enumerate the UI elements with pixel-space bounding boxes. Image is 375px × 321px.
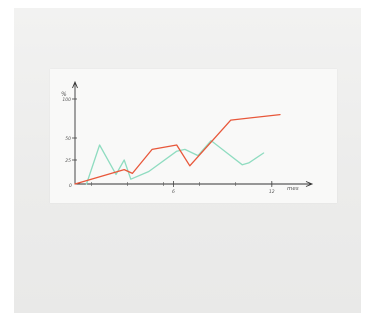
y-axis-arrow [72,80,78,89]
y-tick-label: 100 [62,97,71,103]
y-tick-label: 25 [65,158,71,164]
origin-label: 0 [69,183,72,189]
y-axis-label: % [61,91,67,98]
paper-sheet [50,69,337,203]
series-line [85,139,265,185]
series-line [74,113,281,185]
chart-series [74,113,281,185]
x-tick-label: 6 [172,189,175,195]
chart-axes [72,80,314,187]
y-tick-label: 50 [65,136,71,142]
x-axis-label: mes [287,186,299,192]
x-axis-arrow [305,181,314,187]
chart-ticks: 25 50 100 6 12 0 [62,97,274,195]
x-tick-label: 12 [269,189,275,195]
